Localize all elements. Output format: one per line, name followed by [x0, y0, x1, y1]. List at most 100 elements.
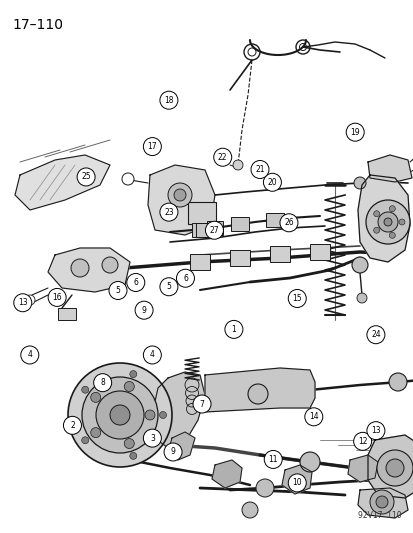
Polygon shape	[357, 175, 409, 262]
Circle shape	[102, 257, 118, 273]
Text: 6: 6	[133, 278, 138, 287]
Text: 8: 8	[100, 378, 105, 387]
Text: 20: 20	[267, 178, 277, 187]
Text: 13: 13	[18, 298, 28, 307]
Circle shape	[126, 273, 145, 292]
Circle shape	[366, 326, 384, 344]
Polygon shape	[204, 368, 314, 412]
Polygon shape	[211, 460, 242, 488]
Text: 92V17  110: 92V17 110	[358, 511, 401, 520]
Circle shape	[173, 189, 185, 201]
Circle shape	[353, 432, 371, 450]
Text: 27: 27	[209, 226, 219, 235]
Circle shape	[247, 384, 267, 404]
Text: 15: 15	[292, 294, 301, 303]
Circle shape	[48, 288, 66, 306]
Circle shape	[388, 232, 394, 238]
Circle shape	[192, 395, 211, 413]
Circle shape	[263, 450, 282, 469]
Circle shape	[366, 422, 384, 440]
Circle shape	[124, 439, 134, 449]
Polygon shape	[48, 248, 130, 292]
Circle shape	[110, 405, 130, 425]
Circle shape	[373, 227, 379, 233]
Text: 4: 4	[150, 351, 154, 359]
Circle shape	[383, 218, 391, 226]
Bar	[309, 244, 329, 260]
Text: 26: 26	[283, 219, 293, 227]
Circle shape	[176, 269, 194, 287]
Circle shape	[81, 437, 88, 444]
Bar	[190, 254, 209, 270]
Circle shape	[164, 443, 182, 461]
Text: 9: 9	[141, 306, 146, 314]
Circle shape	[129, 453, 136, 459]
Circle shape	[388, 373, 406, 391]
Text: 3: 3	[150, 434, 154, 442]
Circle shape	[242, 502, 257, 518]
Circle shape	[96, 391, 144, 439]
Circle shape	[159, 411, 166, 418]
Text: 11: 11	[268, 455, 277, 464]
Circle shape	[398, 219, 404, 225]
Text: 1: 1	[231, 325, 236, 334]
Circle shape	[356, 293, 366, 303]
Circle shape	[299, 452, 319, 472]
Text: 19: 19	[349, 128, 359, 136]
Text: 12: 12	[357, 437, 366, 446]
Circle shape	[233, 160, 242, 170]
Circle shape	[385, 459, 403, 477]
Bar	[192, 223, 207, 237]
Circle shape	[213, 148, 231, 166]
Text: 16: 16	[52, 293, 62, 302]
Circle shape	[159, 278, 178, 296]
Polygon shape	[367, 155, 411, 182]
Circle shape	[279, 214, 297, 232]
Bar	[195, 223, 214, 237]
Circle shape	[159, 203, 178, 221]
Text: 9: 9	[170, 448, 175, 456]
Text: 22: 22	[218, 153, 227, 161]
Circle shape	[304, 408, 322, 426]
Polygon shape	[152, 372, 204, 448]
Circle shape	[351, 257, 367, 273]
Circle shape	[287, 474, 306, 492]
Circle shape	[373, 211, 379, 217]
Text: 18: 18	[164, 96, 173, 104]
Circle shape	[21, 346, 39, 364]
Circle shape	[375, 496, 387, 508]
Circle shape	[369, 490, 393, 514]
Bar	[269, 246, 289, 262]
Text: 6: 6	[183, 274, 188, 282]
Circle shape	[135, 301, 153, 319]
Circle shape	[81, 386, 88, 393]
Circle shape	[145, 410, 154, 420]
Text: 14: 14	[308, 413, 318, 421]
Circle shape	[388, 206, 394, 212]
Circle shape	[93, 374, 112, 392]
Circle shape	[353, 177, 365, 189]
Circle shape	[25, 295, 35, 305]
Polygon shape	[367, 435, 413, 498]
Text: 23: 23	[164, 208, 173, 216]
Circle shape	[14, 294, 32, 312]
Circle shape	[122, 173, 134, 185]
Circle shape	[143, 138, 161, 156]
Circle shape	[63, 416, 81, 434]
Text: 7: 7	[199, 400, 204, 408]
Circle shape	[224, 320, 242, 338]
Polygon shape	[168, 432, 195, 460]
Text: 25: 25	[81, 173, 91, 181]
Circle shape	[90, 427, 100, 438]
Circle shape	[68, 363, 171, 467]
Polygon shape	[347, 455, 377, 482]
Circle shape	[82, 377, 158, 453]
Circle shape	[263, 173, 281, 191]
Text: 21: 21	[255, 165, 264, 174]
Circle shape	[377, 212, 397, 232]
Bar	[230, 250, 249, 266]
Circle shape	[345, 123, 363, 141]
Circle shape	[90, 392, 100, 402]
Polygon shape	[281, 465, 311, 494]
Circle shape	[124, 382, 134, 391]
